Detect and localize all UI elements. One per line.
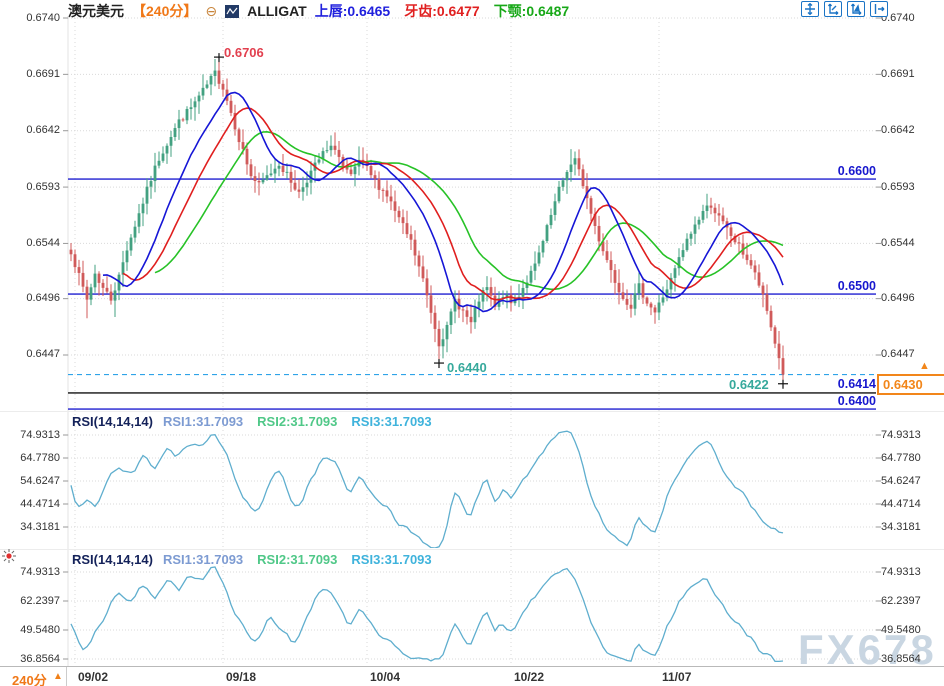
rsi1-line2-value: RSI2:31.7093 — [257, 414, 338, 429]
rsi1-header: RSI(14,14,14) RSI1:31.7093 RSI2:31.7093 … — [72, 414, 432, 429]
level-label-6414: 0.6414 — [837, 376, 876, 391]
rsi-line — [70, 566, 784, 663]
rsi1-title: RSI(14,14,14) — [72, 414, 153, 429]
axis-zoom-out-icon[interactable] — [824, 1, 842, 17]
y-axis-tick: 0.6593 — [881, 180, 915, 193]
y-axis-tick: 62.2397 — [20, 594, 60, 607]
y-axis-tick: 44.4714 — [881, 497, 921, 510]
alligator-jaw-value: 下颚:0.6487 — [493, 3, 570, 19]
rsi2-header: RSI(14,14,14) RSI1:31.7093 RSI2:31.7093 … — [72, 552, 432, 567]
rsi2-title: RSI(14,14,14) — [72, 552, 153, 567]
y-axis-tick: 0.6691 — [26, 67, 60, 80]
y-axis-tick: 0.6593 — [26, 180, 60, 193]
alligator-layer — [102, 91, 784, 313]
timeframe-label[interactable]: 【240分】 — [132, 3, 198, 19]
y-axis-tick: 54.6247 — [20, 474, 60, 487]
level-label-6400: 0.6400 — [837, 394, 876, 409]
y-axis-tick: 44.4714 — [20, 497, 60, 510]
current-price-tag: 0.6430 — [877, 374, 944, 395]
alligator-chart-icon — [225, 4, 240, 18]
alligator-lips-line — [102, 91, 784, 313]
rsi-layer — [70, 430, 784, 548]
alligator-lips-value: 上唇:0.6465 — [314, 3, 391, 19]
level-label-6600: 0.6600 — [837, 164, 876, 179]
y-axis-tick: 36.8564 — [881, 652, 921, 665]
footer-up-triangle-icon[interactable]: ▲ — [53, 671, 63, 682]
y-axis-tick: 34.3181 — [20, 520, 60, 533]
y-axis-tick: 0.6544 — [26, 236, 60, 249]
x-axis-date-label: 09/02 — [78, 670, 109, 684]
indicator-name: ALLIGAT — [247, 3, 307, 19]
indicator-flash-icon[interactable] — [1, 548, 17, 569]
y-axis-tick: 0.6496 — [881, 292, 915, 305]
high-annotation: 0.6706 — [224, 45, 264, 61]
alligator-jaw-line — [154, 130, 784, 291]
watermark: FX678 — [798, 626, 937, 673]
y-axis-tick: 36.8564 — [20, 652, 60, 665]
y-axis-tick: 62.2397 — [881, 594, 921, 607]
alligator-teeth-value: 牙齿:0.6477 — [404, 3, 480, 19]
x-axis-date-label: 10/04 — [370, 670, 401, 684]
symbol-title: 澳元美元 — [68, 3, 124, 19]
y-axis-tick: 74.9313 — [20, 428, 60, 441]
level-label-6500: 0.6500 — [837, 279, 876, 294]
footer-timeframe-button[interactable]: 240分 — [12, 673, 47, 686]
price-up-arrow-icon: ▲ — [919, 360, 930, 372]
y-axis-tick: 34.3181 — [881, 520, 921, 533]
chart-header: 澳元美元 【240分】 ⊖ ALLIGAT 上唇:0.6465 牙齿:0.647… — [68, 1, 577, 21]
footer-separator — [66, 667, 67, 686]
last-low-annotation: 0.6422 — [729, 376, 769, 392]
y-axis-tick: 0.6642 — [26, 124, 60, 137]
y-axis-tick: 74.9313 — [881, 428, 921, 441]
y-axis-tick: 0.6740 — [881, 11, 915, 24]
y-axis-tick: 0.6447 — [26, 348, 60, 361]
rsi2-line2-value: RSI2:31.7093 — [257, 552, 338, 567]
rsi-line — [70, 430, 784, 548]
y-axis-tick: 74.9313 — [881, 565, 921, 578]
y-axis-tick: 64.7780 — [20, 451, 60, 464]
rsi1-line3-value: RSI3:31.7093 — [351, 414, 432, 429]
rsi2-line1-value: RSI1:31.7093 — [162, 552, 244, 567]
y-axis-tick: 74.9313 — [20, 565, 60, 578]
rsi2-line3-value: RSI3:31.7093 — [351, 552, 432, 567]
candles-layer — [69, 57, 785, 384]
y-axis-tick: 54.6247 — [881, 474, 921, 487]
rsi-layer — [70, 566, 784, 663]
time-axis-bar: 240分 ▲ — [0, 666, 944, 686]
collapse-indicator-icon[interactable]: ⊖ — [205, 3, 218, 19]
y-axis-tick: 0.6642 — [881, 124, 915, 137]
y-axis-tick: 0.6544 — [881, 236, 915, 249]
move-crosshair-icon[interactable] — [801, 1, 819, 17]
y-axis-tick: 0.6496 — [26, 292, 60, 305]
low-annotation: 0.6440 — [447, 360, 487, 376]
rsi1-line1-value: RSI1:31.7093 — [162, 414, 244, 429]
y-axis-tick: 49.5480 — [881, 623, 921, 636]
y-axis-tick: 0.6447 — [881, 348, 915, 361]
x-axis-date-label: 11/07 — [662, 670, 692, 684]
y-axis-tick: 0.6740 — [26, 11, 60, 24]
chart-toolbar — [801, 1, 893, 17]
collapse-panel-right-icon[interactable] — [870, 1, 888, 17]
y-axis-tick: 49.5480 — [20, 623, 60, 636]
y-axis-tick: 64.7780 — [881, 451, 921, 464]
x-axis-date-label: 10/22 — [514, 670, 545, 684]
axis-zoom-in-icon[interactable] — [847, 1, 865, 17]
y-axis-tick: 0.6691 — [881, 67, 915, 80]
x-axis-date-label: 09/18 — [226, 670, 257, 684]
alligator-teeth-line — [122, 107, 784, 301]
